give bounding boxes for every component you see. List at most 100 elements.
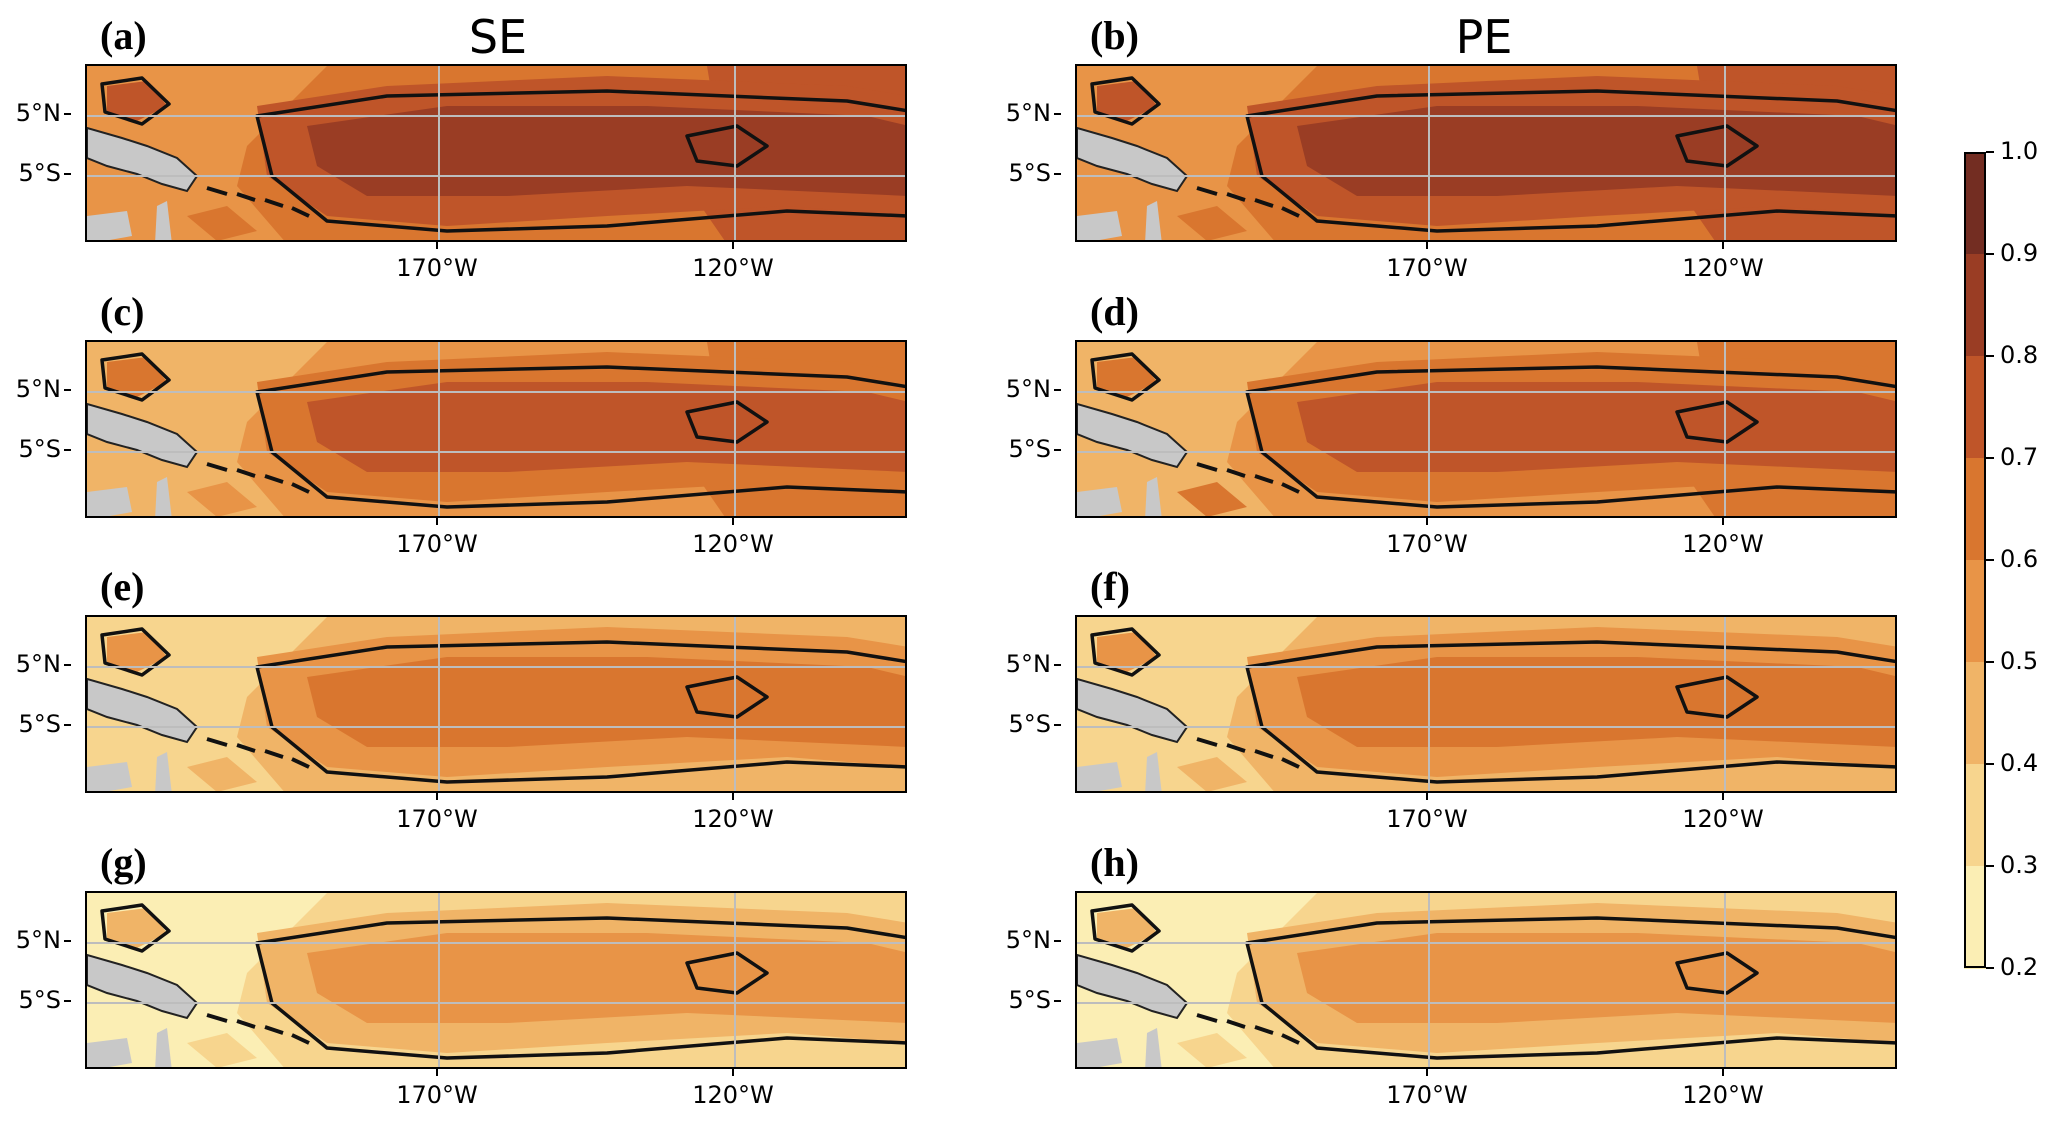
small-patch-1 <box>107 357 167 397</box>
colorbar-segment-5 <box>1964 662 1986 765</box>
island-0 <box>1196 737 1218 747</box>
small-patch-2 <box>187 482 257 516</box>
map-g <box>85 891 907 1069</box>
island-3 <box>1281 482 1300 494</box>
lat-label-text: 5°N <box>1005 650 1051 678</box>
small-patch-2 <box>1177 757 1247 791</box>
island-0 <box>1196 462 1218 472</box>
field-map-e <box>87 617 905 791</box>
lat-label-1: 5°S <box>991 435 1061 463</box>
lon-label-1: 120°W <box>1682 254 1764 282</box>
island-3 <box>1281 1033 1300 1045</box>
island-1 <box>236 1019 256 1029</box>
island-0 <box>206 737 228 747</box>
island-0 <box>206 462 228 472</box>
lat-label-0: 5°N <box>991 650 1061 678</box>
land-australia <box>87 1038 132 1067</box>
land-outline <box>1077 402 1189 469</box>
small-patch-1 <box>107 908 167 948</box>
lon-label-0: 170°W <box>1386 805 1468 833</box>
lat-label-1: 5°S <box>991 710 1061 738</box>
land-outline <box>87 126 199 193</box>
lon-label-0: 170°W <box>1386 1081 1468 1109</box>
lon-tick-1 <box>1722 518 1724 525</box>
map-d <box>1075 340 1897 518</box>
lon-tick-1 <box>732 1069 734 1076</box>
land-outline <box>87 402 199 469</box>
lat-tick <box>1054 664 1061 666</box>
small-patch-1 <box>1097 908 1157 948</box>
lat-label-text: 5°N <box>1005 926 1051 954</box>
lat-tick <box>64 724 71 726</box>
field-map-d <box>1077 342 1895 516</box>
lat-tick <box>64 940 71 942</box>
lat-label-1: 5°S <box>1 710 71 738</box>
central-core <box>1297 933 1895 1023</box>
central-core <box>307 933 905 1023</box>
colorbar-tick-4 <box>1986 559 1994 561</box>
contour-small-1 <box>100 352 171 402</box>
central-core <box>307 382 905 472</box>
lon-tick-0 <box>436 242 438 249</box>
colorbar-segment-7 <box>1964 866 1986 969</box>
contour-small-1 <box>100 627 171 677</box>
panel-label-e: (e) <box>100 564 145 609</box>
panel-a: 5°N 5°S 170°W 120°W <box>16 64 907 282</box>
lat-label-1: 5°S <box>1 435 71 463</box>
column-title-pe: PE <box>1455 10 1513 64</box>
contour-small-2 <box>1675 951 1759 995</box>
colorbar-tick-2 <box>1986 355 1994 357</box>
column-title-se: SE <box>468 10 528 64</box>
central-core <box>307 657 905 747</box>
colorbar-label-2: 0.8 <box>2000 341 2039 369</box>
lat-label-text: 5°S <box>18 159 61 187</box>
island-0 <box>1196 1013 1218 1023</box>
lat-tick <box>64 664 71 666</box>
map-b <box>1075 64 1897 242</box>
lon-label-1: 120°W <box>692 254 774 282</box>
panel-b: 5°N 5°S 170°W 120°W <box>1006 64 1897 282</box>
small-patch-2 <box>187 757 257 791</box>
land-cape-york <box>1145 477 1162 516</box>
lon-label-0: 170°W <box>396 254 478 282</box>
lat-label-0: 5°N <box>991 926 1061 954</box>
lat-tick <box>1054 389 1061 391</box>
land-australia <box>87 487 132 516</box>
contour-main <box>255 89 905 233</box>
island-3 <box>1281 206 1300 218</box>
lat-label-text: 5°S <box>18 435 61 463</box>
contour-small-2 <box>1675 124 1759 168</box>
land-cape-york <box>1145 752 1162 791</box>
central-core <box>1297 106 1895 196</box>
colorbar-label-0: 1.0 <box>2000 137 2039 165</box>
land-outline <box>1077 953 1189 1020</box>
colorbar: 1.0 0.9 0.8 0.7 0.6 0.5 0.4 0.3 0.2 <box>1964 137 2064 981</box>
colorbar-label-3: 0.7 <box>2000 443 2039 471</box>
contour-small-2 <box>1675 675 1759 719</box>
small-patch-2 <box>1177 1033 1247 1067</box>
lon-label-0: 170°W <box>396 805 478 833</box>
land-outline <box>87 953 199 1020</box>
island-1 <box>1226 1019 1246 1029</box>
panel-label-b: (b) <box>1090 13 1139 58</box>
colorbar-segment-6 <box>1964 764 1986 867</box>
colorbar-segment-2 <box>1964 356 1986 459</box>
colorbar-label-1: 0.9 <box>2000 239 2039 267</box>
lon-label-0: 170°W <box>1386 254 1468 282</box>
island-1 <box>1226 192 1246 202</box>
colorbar-segment-4 <box>1964 560 1986 663</box>
contour-small-2 <box>685 124 769 168</box>
lon-tick-1 <box>732 793 734 800</box>
contour-small-2 <box>685 400 769 444</box>
lat-tick <box>1054 724 1061 726</box>
island-3 <box>291 757 310 769</box>
lat-tick <box>64 173 71 175</box>
panel-label-f: (f) <box>1090 564 1130 609</box>
island-0 <box>206 186 228 196</box>
field-map-c <box>87 342 905 516</box>
contour-main <box>1245 365 1895 509</box>
central-core <box>1297 382 1895 472</box>
contour-small-1 <box>100 76 171 126</box>
land-cape-york <box>155 1028 172 1067</box>
lat-tick <box>64 113 71 115</box>
